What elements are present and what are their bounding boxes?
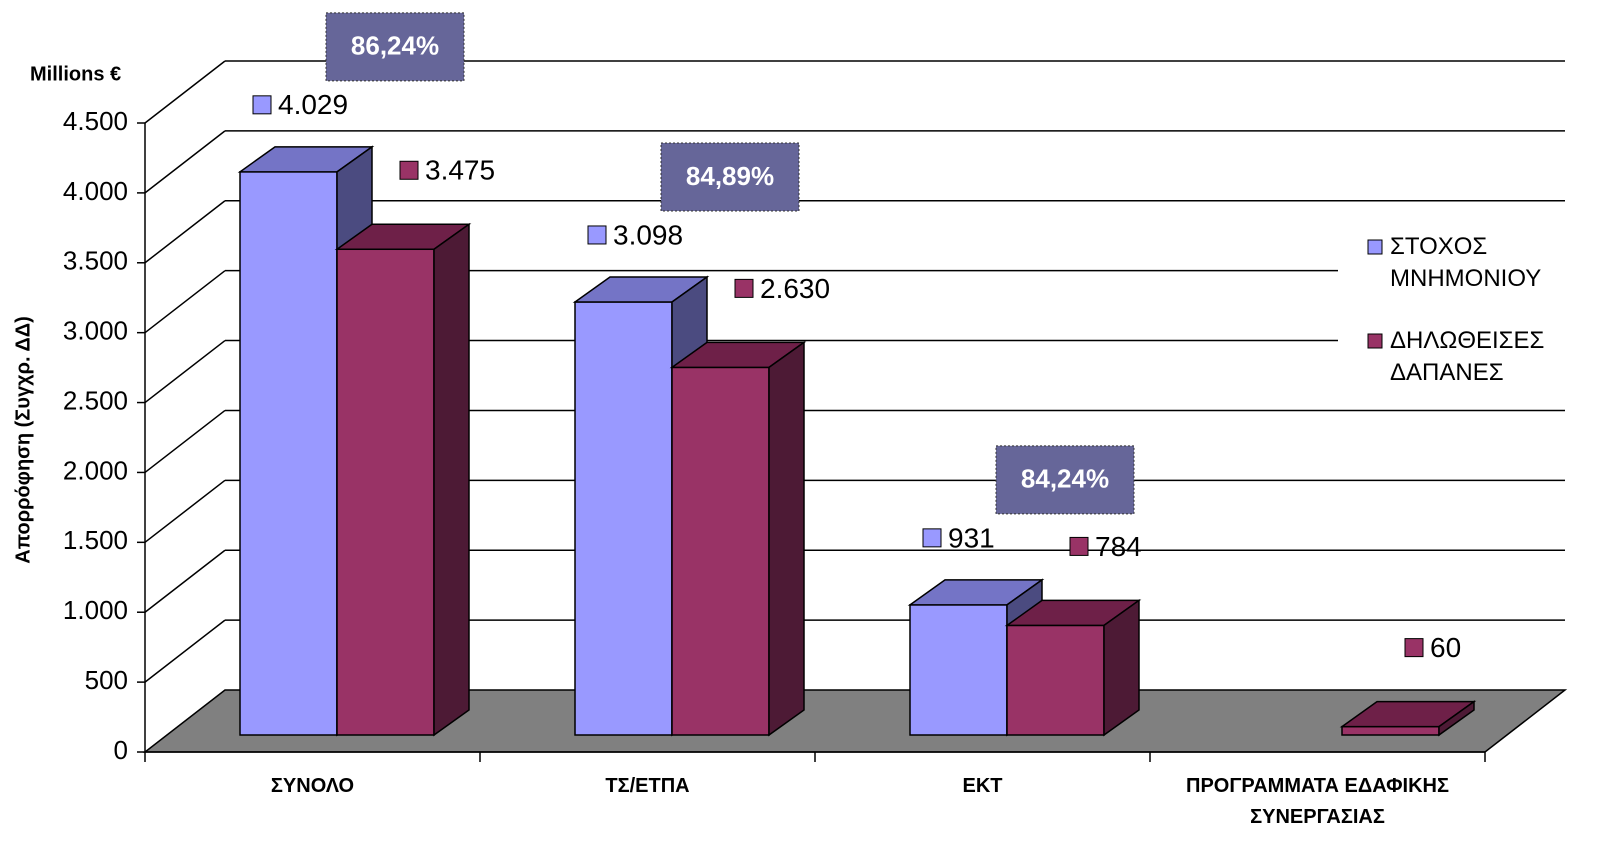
bar-side (1103, 598, 1140, 737)
value-label: 2.630 (760, 273, 830, 304)
bar-front (909, 604, 1008, 736)
annotation: 84,89% (686, 161, 774, 191)
bar-side (768, 340, 805, 737)
value-label-swatch (1404, 638, 1424, 658)
value-label-swatch (252, 95, 272, 115)
grid-diagonal (144, 270, 226, 334)
y-tick-label: 3.500 (63, 246, 128, 276)
grid-diagonal (144, 60, 226, 124)
grid-diagonal (144, 200, 226, 264)
y-tick-label: 4.500 (63, 106, 128, 136)
y-axis-label: Απορρόφηση (Συγχρ. ΔΔ) (12, 316, 34, 563)
bar-front (336, 248, 435, 736)
y-tick-label: 500 (85, 665, 128, 695)
legend-swatch (1367, 239, 1383, 255)
bar-front (574, 301, 673, 736)
value-label: 931 (948, 522, 995, 553)
value-label-swatch (587, 225, 607, 245)
grid-diagonal (144, 619, 226, 683)
x-tick-label: ΠΡΟΓΡΑΜΜΑΤΑ ΕΔΑΦΙΚΗΣ ΣΥΝΕΡΓΑΣΙΑΣ (1186, 775, 1449, 828)
y-tick-label: 1.500 (63, 525, 128, 555)
value-label: 3.475 (425, 155, 495, 186)
y-tick-label: 3.000 (63, 316, 128, 346)
y-units: Millions € (30, 63, 121, 85)
legend-swatch (1367, 333, 1383, 349)
grid-diagonal (144, 409, 226, 474)
bar-side (1438, 700, 1475, 737)
value-label: 784 (1095, 531, 1142, 562)
annotation: 84,24% (1021, 464, 1109, 494)
bar-front (239, 171, 338, 736)
bar-front (1341, 725, 1440, 736)
x-tick-label: ΕΚΤ (962, 775, 1003, 797)
grid-diagonal (144, 549, 226, 613)
annotation: 86,24% (351, 31, 439, 61)
x-tick-label: ΤΣ/ΕΤΠΑ (605, 775, 690, 797)
y-tick-label: 2.500 (63, 385, 128, 415)
value-label-swatch (399, 160, 419, 180)
value-label: 4.029 (278, 89, 348, 120)
y-tick-label: 4.000 (63, 176, 128, 206)
y-tick-label: 1.000 (63, 595, 128, 625)
bar-front (671, 366, 770, 736)
annotation-box (995, 445, 1135, 515)
value-label-swatch (1069, 536, 1089, 556)
bar-side (433, 222, 470, 737)
annotation-box (325, 12, 465, 82)
y-tick-label: 2.000 (63, 455, 128, 485)
legend-label: ΔΗΛΩΘΕΙΣΕΣ ΔΑΠΑΝΕΣ (1390, 327, 1545, 386)
bar-front (1006, 624, 1105, 736)
annotation-box (660, 142, 800, 212)
grid-diagonal (144, 479, 226, 543)
value-label-swatch (922, 528, 942, 548)
legend-label: ΣΤΟΧΟΣ ΜΝΗΜΟΝΙΟΥ (1390, 233, 1542, 292)
value-label: 60 (1430, 632, 1461, 663)
value-label: 3.098 (613, 219, 683, 250)
y-tick-label: 0 (114, 735, 128, 765)
grid-diagonal (144, 130, 226, 194)
grid-diagonal (144, 339, 226, 404)
value-label-swatch (734, 278, 754, 298)
x-tick-label: ΣΥΝΟΛΟ (270, 775, 355, 797)
